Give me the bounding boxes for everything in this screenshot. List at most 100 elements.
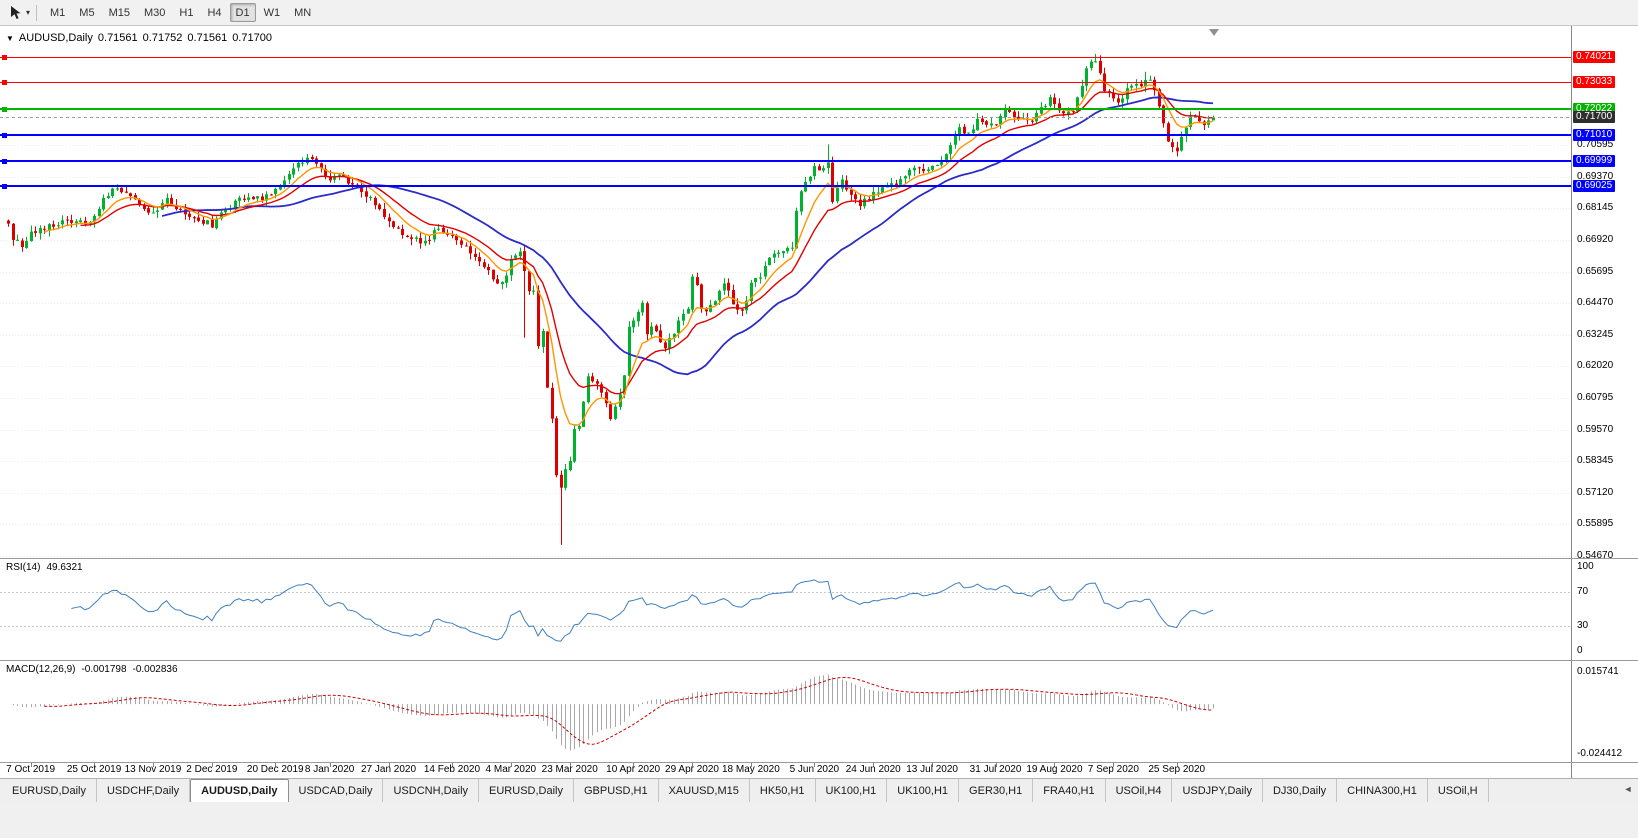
chart-tab-GER30-H1[interactable]: GER30,H1 (959, 779, 1034, 802)
price-grid-label: 0.60795 (1577, 392, 1614, 403)
price-chart-canvas[interactable] (0, 26, 1571, 778)
price-grid-label: 0.63245 (1577, 329, 1614, 340)
timeframe-button-H4[interactable]: H4 (207, 6, 222, 19)
chart-tab-AUDUSD-Daily[interactable]: AUDUSD,Daily (190, 779, 289, 802)
macd-axis-label: -0.024412 (1577, 748, 1623, 759)
chart-tab-UK100-H1[interactable]: UK100,H1 (816, 779, 888, 802)
pane-separator[interactable] (0, 558, 1638, 559)
time-axis[interactable]: 7 Oct 2019 25 Oct 2019 13 Nov 2019 2 Dec 20… (0, 763, 1571, 778)
pane-separator[interactable] (0, 660, 1638, 661)
rsi-axis-label: 70 (1577, 586, 1589, 597)
price-grid-label: 0.69370 (1577, 171, 1614, 182)
macd-indicator-label: MACD(12,26,9) -0.001798 -0.002836 (6, 664, 178, 675)
timeframe-button-W1[interactable]: W1 (263, 6, 281, 19)
ohlc-open: 0.71561 (97, 32, 138, 44)
date-label: 7 Oct 2019 (6, 764, 56, 775)
date-label: 27 Jan 2020 (360, 764, 417, 775)
chart-collapse-icon[interactable]: ▼ (6, 33, 14, 43)
timeframe-button-M15[interactable]: M15 (108, 6, 130, 19)
date-label: 31 Jul 2020 (969, 764, 1022, 775)
cursor-tool-icon[interactable] (4, 3, 26, 23)
date-label: 20 Dec 2019 (246, 764, 304, 775)
rsi-indicator-label: RSI(14) 49.6321 (6, 562, 83, 573)
chart-tab-HK50-H1[interactable]: HK50,H1 (750, 779, 816, 802)
date-label: 5 Jun 2020 (789, 764, 840, 775)
chart-title: ▼ AUDUSD,Daily 0.71561 0.71752 0.71561 0… (6, 32, 272, 44)
price-grid-label: 0.65695 (1577, 266, 1614, 277)
date-label: 10 Apr 2020 (606, 764, 661, 775)
price-line-badge: 0.74021 (1573, 51, 1616, 63)
chart-tab-USOil-H[interactable]: USOil,H (1428, 779, 1489, 802)
toolbar-separator (36, 4, 38, 21)
date-label: 29 Apr 2020 (665, 764, 719, 775)
chart-shift-marker-icon (1209, 29, 1219, 36)
price-grid-label: 0.68145 (1577, 202, 1614, 213)
timeframe-button-M5[interactable]: M5 (79, 6, 95, 19)
macd-main-value: -0.001798 (81, 664, 127, 675)
date-label: 4 Mar 2020 (485, 764, 537, 775)
price-line-badge: 0.71010 (1573, 129, 1616, 141)
chart-tab-GBPUSD-H1[interactable]: GBPUSD,H1 (574, 779, 659, 802)
chart-tab-XAUUSD-M15[interactable]: XAUUSD,M15 (659, 779, 750, 802)
date-label: 14 Feb 2020 (423, 764, 481, 775)
chart-tab-DJ30-Daily[interactable]: DJ30,Daily (1263, 779, 1338, 802)
price-line-badge: 0.69025 (1573, 180, 1616, 192)
current-price-badge: 0.71700 (1573, 111, 1616, 123)
chart-tab-bar: EURUSD,Daily USDCHF,Daily AUDUSD,Daily USDC… (0, 778, 1638, 802)
price-grid-label: 0.54670 (1577, 550, 1614, 561)
date-label: 25 Sep 2020 (1148, 764, 1206, 775)
date-label: 18 May 2020 (721, 764, 780, 775)
macd-name: MACD(12,26,9) (6, 664, 76, 675)
price-grid-label: 0.62020 (1577, 360, 1614, 371)
status-area (0, 802, 1638, 838)
ohlc-high: 0.71752 (142, 32, 183, 44)
price-line-badge: 0.69999 (1573, 155, 1616, 167)
price-grid-label: 0.57120 (1577, 487, 1614, 498)
rsi-value: 49.6321 (46, 562, 83, 573)
rsi-axis-label: 100 (1577, 561, 1594, 572)
timeframe-button-M1[interactable]: M1 (50, 6, 66, 19)
chart-tab-USDJPY-Daily[interactable]: USDJPY,Daily (1172, 779, 1263, 802)
chart-tab-EURUSD-Daily[interactable]: EURUSD,Daily (479, 779, 574, 802)
chart-symbol-label: AUDUSD,Daily (18, 32, 93, 44)
date-label: 23 Mar 2020 (541, 764, 598, 775)
chart-tab-UK100-H1[interactable]: UK100,H1 (887, 779, 960, 802)
timeframe-button-H1[interactable]: H1 (179, 6, 194, 19)
date-label: 13 Nov 2019 (124, 764, 182, 775)
rsi-name: RSI(14) (6, 562, 41, 573)
date-label: 25 Oct 2019 (66, 764, 122, 775)
rsi-axis-label: 30 (1577, 620, 1589, 631)
timeframe-button-group: M1 M5 M15 M30 H1 H4 D1 W1 MN (43, 3, 318, 22)
chevron-down-icon[interactable]: ▾ (26, 8, 31, 17)
chart-toolbar: ▾ M1 M5 M15 M30 H1 H4 D1 W1 MN (0, 0, 1638, 26)
price-grid-label: 0.70595 (1577, 139, 1614, 150)
chart-tab-USOil-H4[interactable]: USOil,H4 (1106, 779, 1173, 802)
timeframe-button-M30[interactable]: M30 (143, 6, 166, 19)
timeframe-button-D1[interactable]: D1 (229, 3, 256, 22)
price-axis[interactable]: 0.70595 0.69370 0.68145 0.66920 0.65695 0.644… (1571, 26, 1638, 778)
timeframe-button-MN[interactable]: MN (294, 6, 312, 19)
date-label: 7 Sep 2020 (1087, 764, 1139, 775)
pane-separator[interactable] (0, 762, 1638, 763)
date-label: 13 Jul 2020 (906, 764, 958, 775)
chart-tab-USDCNH-Daily[interactable]: USDCNH,Daily (383, 779, 480, 802)
chart-window: ▼ AUDUSD,Daily 0.71561 0.71752 0.71561 0… (0, 26, 1638, 778)
chart-tab-FRA40-H1[interactable]: FRA40,H1 (1033, 779, 1106, 802)
macd-signal-value: -0.002836 (132, 664, 178, 675)
date-label: 8 Jan 2020 (304, 764, 355, 775)
date-label: 24 Jun 2020 (845, 764, 901, 775)
price-grid-label: 0.55895 (1577, 518, 1614, 529)
date-label: 19 Aug 2020 (1026, 764, 1083, 775)
chart-tab-USDCAD-Daily[interactable]: USDCAD,Daily (289, 779, 384, 802)
rsi-axis-label: 0 (1577, 645, 1583, 656)
chart-tab-CHINA300-H1[interactable]: CHINA300,H1 (1337, 779, 1428, 802)
ohlc-close: 0.71700 (232, 32, 272, 44)
macd-axis-label: 0.015741 (1577, 666, 1619, 677)
chart-tab-USDCHF-Daily[interactable]: USDCHF,Daily (97, 779, 191, 802)
chart-tab-EURUSD-Daily[interactable]: EURUSD,Daily (2, 779, 97, 802)
date-label: 2 Dec 2019 (186, 764, 238, 775)
price-grid-label: 0.66920 (1577, 234, 1614, 245)
ohlc-low: 0.71561 (187, 32, 228, 44)
price-grid-label: 0.64470 (1577, 297, 1614, 308)
tab-scroll-left-icon[interactable]: ◄ (1623, 784, 1633, 794)
